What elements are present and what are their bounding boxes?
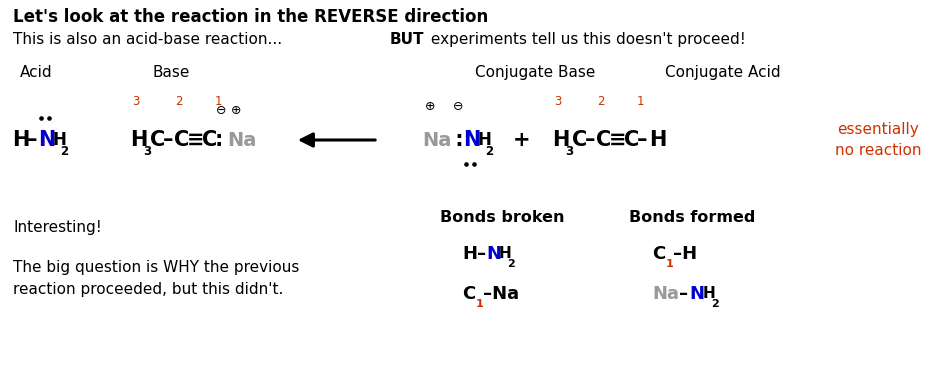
Text: 2: 2	[61, 145, 68, 158]
Text: H: H	[499, 246, 512, 262]
Text: experiments tell us this doesn't proceed!: experiments tell us this doesn't proceed…	[426, 32, 746, 47]
Text: 3: 3	[565, 145, 574, 158]
Text: Bonds broken: Bonds broken	[440, 210, 564, 225]
Text: essentially
no reaction: essentially no reaction	[835, 122, 921, 158]
Text: ≡: ≡	[186, 130, 204, 150]
Text: :: :	[447, 130, 463, 150]
Text: –: –	[679, 285, 688, 303]
Text: 1: 1	[214, 95, 222, 108]
Text: BUT: BUT	[390, 32, 425, 47]
Text: ⊕: ⊕	[425, 100, 436, 113]
Text: H: H	[650, 130, 666, 150]
Text: Acid: Acid	[20, 65, 52, 80]
Text: C: C	[624, 130, 639, 150]
Text: ≡: ≡	[608, 130, 626, 150]
Text: N: N	[486, 245, 501, 263]
Text: C: C	[202, 130, 217, 150]
Text: C: C	[596, 130, 611, 150]
Text: C: C	[174, 130, 189, 150]
Text: –: –	[636, 130, 647, 150]
Text: 2: 2	[711, 299, 719, 309]
Text: 1: 1	[636, 95, 644, 108]
Text: H: H	[552, 130, 569, 150]
Text: ⊖: ⊖	[216, 105, 227, 118]
Text: C: C	[150, 130, 166, 150]
Text: –H: –H	[673, 245, 697, 263]
Text: Na: Na	[422, 131, 451, 149]
Text: H: H	[52, 131, 66, 149]
Text: 3: 3	[554, 95, 562, 108]
Text: Bonds formed: Bonds formed	[629, 210, 755, 225]
Text: 1: 1	[475, 299, 483, 309]
Text: H: H	[130, 130, 147, 150]
Text: Base: Base	[152, 65, 189, 80]
Text: Conjugate Base: Conjugate Base	[475, 65, 595, 80]
Text: ⊕: ⊕	[231, 105, 241, 118]
Text: C: C	[652, 245, 665, 263]
Text: Let's look at the reaction in the REVERSE direction: Let's look at the reaction in the REVERS…	[13, 8, 489, 26]
Text: 2: 2	[507, 259, 515, 269]
Text: –: –	[163, 130, 173, 150]
Text: H: H	[477, 131, 491, 149]
Text: C: C	[572, 130, 587, 150]
Text: 3: 3	[143, 145, 152, 158]
Text: This is also an acid-base reaction...: This is also an acid-base reaction...	[13, 32, 292, 47]
Text: 2: 2	[486, 145, 493, 158]
Text: N: N	[38, 130, 55, 150]
Text: 1: 1	[665, 259, 673, 269]
Text: :: :	[214, 130, 223, 150]
Text: ⊖: ⊖	[453, 100, 463, 113]
Text: H: H	[12, 130, 29, 150]
Text: Na: Na	[227, 131, 256, 149]
Text: N: N	[463, 130, 481, 150]
Text: Conjugate Acid: Conjugate Acid	[665, 65, 781, 80]
Text: –: –	[585, 130, 595, 150]
Text: Na: Na	[652, 285, 679, 303]
Text: H: H	[703, 286, 716, 301]
Text: C: C	[462, 285, 475, 303]
Text: N: N	[690, 285, 705, 303]
Text: +: +	[513, 130, 531, 150]
Text: –: –	[27, 130, 37, 150]
Text: The big question is WHY the previous
reaction proceeded, but this didn't.: The big question is WHY the previous rea…	[13, 260, 300, 296]
Text: 3: 3	[132, 95, 139, 108]
Text: –Na: –Na	[483, 285, 519, 303]
Text: H–: H–	[462, 245, 486, 263]
Text: Interesting!: Interesting!	[13, 220, 102, 235]
Text: 2: 2	[175, 95, 183, 108]
Text: 2: 2	[597, 95, 605, 108]
